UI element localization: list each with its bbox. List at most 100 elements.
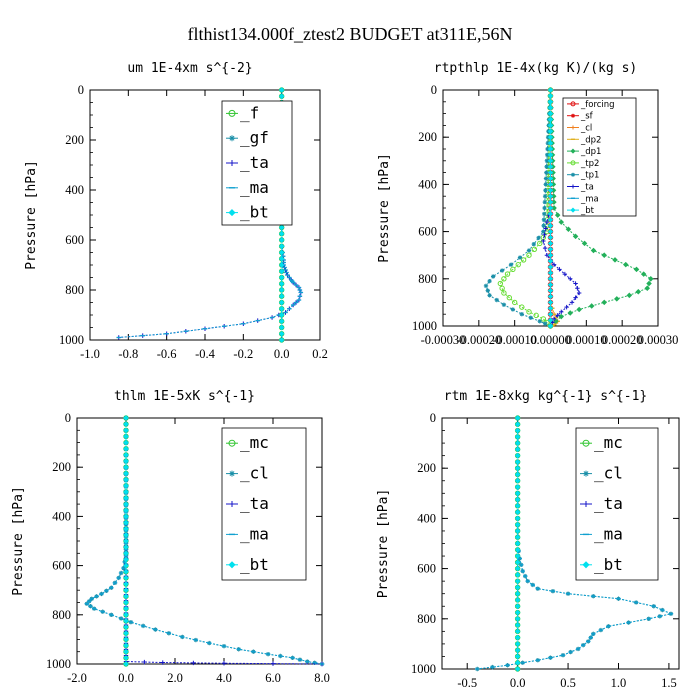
series-point [547,205,554,211]
series-point [547,175,554,182]
panel-1: um 1E-4xm s^{-2} Pressure [hPa] 0 200 400 600… [24,61,328,361]
series-point [540,316,547,322]
series-point [483,283,489,289]
y-tick-label: 1000 [46,657,71,671]
y-tick-label: 200 [417,461,436,475]
series-point [514,634,521,641]
series-point [123,532,129,538]
legend-marker [583,470,589,477]
series-point [514,540,521,547]
series-point [514,421,521,428]
y-tick-label: 600 [418,225,437,239]
series-point [490,274,496,279]
y-tick-label: 400 [418,177,437,191]
series-point [547,193,554,199]
series-point [123,556,129,563]
y-tick-label: 0 [65,411,71,425]
series-point [278,305,285,312]
series-point [123,568,129,575]
series-point [278,255,285,262]
series-point [542,211,547,217]
series-point [123,593,129,600]
series-point [123,550,129,557]
x-tick-label: -0.00020 [456,333,501,347]
legend-label: _ma [594,524,623,543]
series-point [514,603,521,610]
series-point [547,246,554,253]
series-point [547,287,554,294]
series-point [514,641,521,647]
series-point [514,578,521,584]
series-point [573,281,578,286]
legend-label: _ta [580,183,594,193]
series-point [633,266,640,273]
x-tick-label: 0.5 [560,676,576,690]
series-point [536,235,541,241]
series-point [544,170,549,175]
series-point [123,513,129,520]
x-tick-label: -1.0 [80,347,100,361]
series-point [547,293,554,300]
series-point [547,187,554,194]
x-tick-label: -0.00030 [421,333,466,347]
series-point [514,528,521,534]
x-tick-label: 0.0 [510,676,526,690]
series-point [123,489,129,495]
y-tick-label: 0 [430,411,436,425]
legend-label: _dp2 [580,135,601,145]
series-point [123,648,129,655]
series-point [622,261,629,268]
series-point [278,237,285,243]
series-point [543,226,548,231]
series-point [278,312,285,318]
series-point [547,104,554,111]
series-point [544,164,549,169]
series-point [278,224,285,231]
series-point [123,562,129,569]
series-point [514,440,521,446]
series-point [514,553,521,559]
legend-label: _mc [240,433,269,452]
legend-marker [228,109,236,117]
series-point [542,194,548,199]
legend-box [562,97,637,217]
series-point [160,660,165,665]
series-point [547,122,554,129]
series-point [514,666,521,672]
series-point [547,228,554,235]
series-point [501,302,507,307]
series-point [547,134,554,140]
series-point [514,496,521,503]
series-point [123,655,129,661]
series-point [551,262,557,267]
series-point [499,268,505,273]
series-point [123,519,129,526]
series-point [123,581,129,587]
series-point [270,661,276,666]
series-point [278,318,285,325]
series-point [278,293,285,300]
x-tick-label: -0.6 [157,347,177,361]
series-point [514,484,521,490]
series-point [514,647,521,653]
series-point [514,515,521,522]
legend-label: _bt [580,206,595,216]
series-point [557,267,562,272]
series-point [542,245,548,251]
series-point [547,110,554,117]
series-point [514,616,521,622]
series-point [531,241,536,247]
series-point [547,234,554,241]
series-point [221,661,227,666]
series-point [541,217,547,222]
y-axis-label: Pressure [hPa] [11,486,26,596]
series-point [514,609,521,616]
series-bt [547,87,554,329]
legend-label: _tp1 [580,171,599,181]
x-tick-label: 0.0 [118,671,134,685]
series-point [581,240,588,247]
series-point [514,597,521,603]
series-point [142,659,147,665]
series-point [123,636,129,643]
legend-label: _tp2 [580,159,599,169]
